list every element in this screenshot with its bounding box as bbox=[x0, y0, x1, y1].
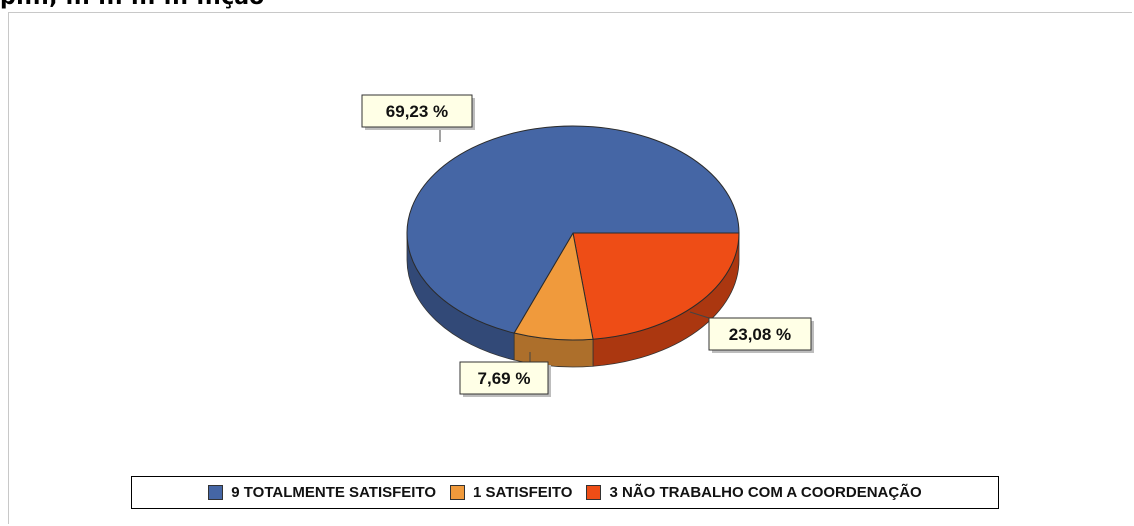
pie-slice-0 bbox=[406, 125, 740, 334]
pie-slices bbox=[406, 125, 740, 341]
data-label-box bbox=[361, 94, 473, 128]
chart-frame bbox=[8, 12, 1132, 524]
legend-item-nao-trabalho: 3 NÃO TRABALHO COM A COORDENAÇÃO bbox=[586, 484, 922, 501]
legend-swatch-icon bbox=[208, 485, 224, 500]
data-label-box bbox=[459, 361, 549, 395]
data-labels: 69,23 % 7,69 % 23,08 % bbox=[361, 94, 814, 397]
legend-label: 1 SATISFEITO bbox=[473, 484, 573, 501]
legend-item-totalmente-satisfeito: 9 TOTALMENTE SATISFEITO bbox=[208, 484, 436, 501]
pie-sides bbox=[406, 232, 740, 368]
legend-item-satisfeito: 1 SATISFEITO bbox=[450, 484, 572, 501]
data-label-box bbox=[708, 317, 812, 351]
data-label-text: 7,69 % bbox=[478, 369, 531, 388]
data-label-text: 69,23 % bbox=[386, 102, 448, 121]
pie-slice-2 bbox=[572, 232, 740, 340]
page-header-text: p...., ... ... ... ... ...ção bbox=[0, 0, 760, 10]
legend-label: 9 TOTALMENTE SATISFEITO bbox=[231, 484, 437, 501]
legend-swatch-icon bbox=[450, 485, 466, 500]
data-label-text: 23,08 % bbox=[729, 325, 791, 344]
legend-swatch-icon bbox=[586, 485, 602, 500]
data-label-leader bbox=[689, 311, 710, 319]
chart-legend: 9 TOTALMENTE SATISFEITO 1 SATISFEITO 3 N… bbox=[131, 476, 999, 509]
legend-label: 3 NÃO TRABALHO COM A COORDENAÇÃO bbox=[609, 484, 922, 501]
